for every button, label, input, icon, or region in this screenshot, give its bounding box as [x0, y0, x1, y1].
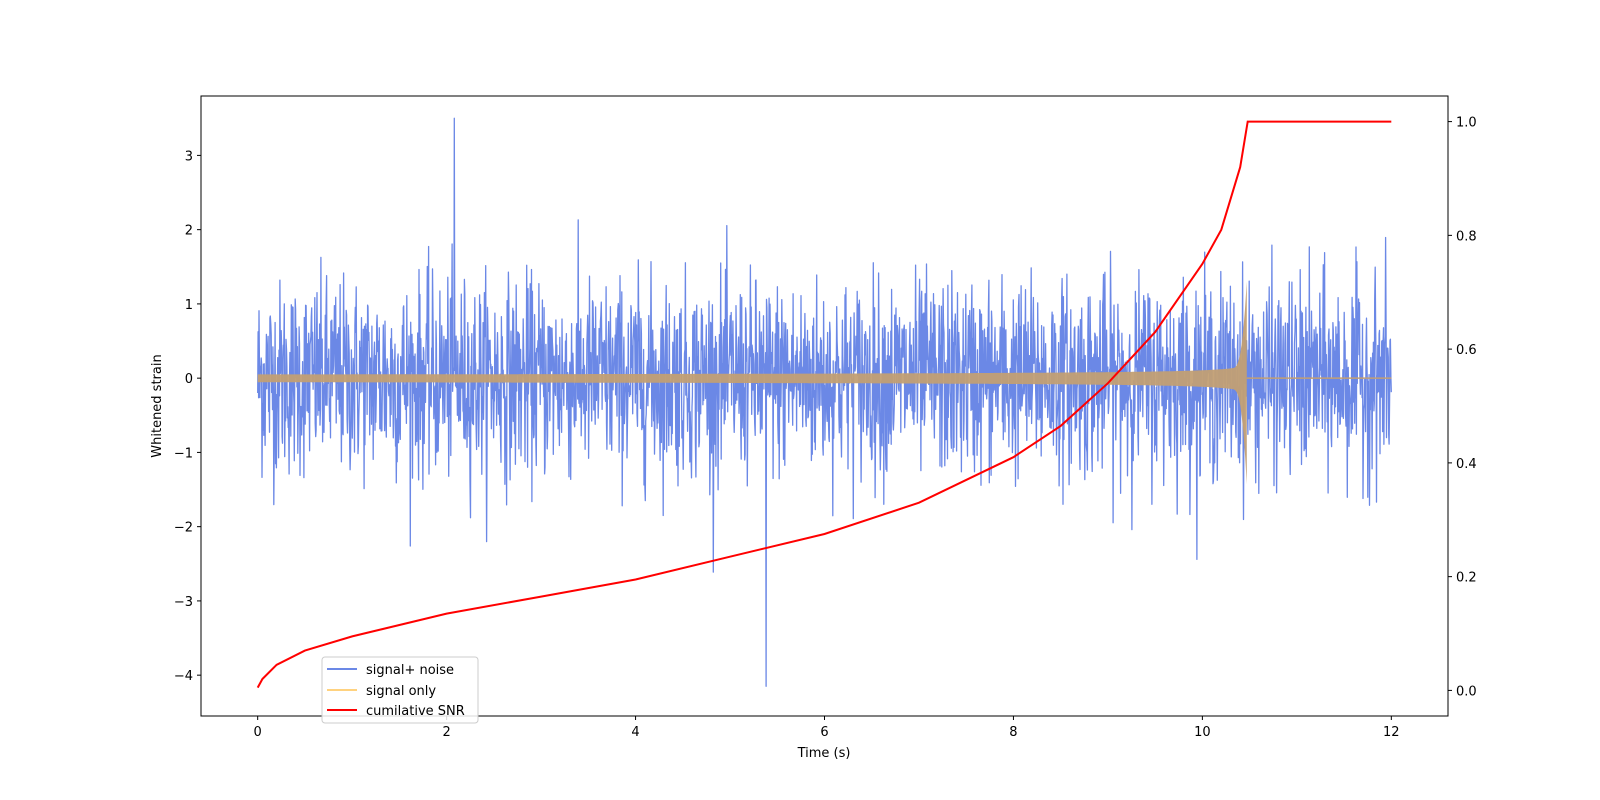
y2-tick-label: 0.8: [1456, 229, 1477, 244]
cumulative-snr-line: [256, 120, 1392, 689]
y-tick-label: −1: [174, 446, 193, 461]
y2-tick-label: 0.2: [1456, 571, 1477, 586]
y-axis-left: −4 −3 −2 −1 0 1 2 3: [174, 149, 201, 684]
y2-tick-label: 0.0: [1456, 684, 1477, 699]
signal-plus-noise-line: [257, 117, 1392, 687]
y2-tick-label: 0.4: [1456, 457, 1477, 472]
x-tick-label: 4: [631, 725, 639, 740]
legend: signal+ noise signal only cumilative SNR: [321, 656, 479, 724]
x-tick-label: 0: [254, 725, 262, 740]
x-axis: 0 2 4 6 8 10 12: [254, 716, 1400, 740]
plot-area: [256, 117, 1392, 689]
y-tick-label: 1: [185, 298, 193, 313]
y-tick-label: 0: [185, 372, 193, 387]
legend-label-cumulative-snr: cumilative SNR: [366, 704, 465, 719]
signal-only-line: [257, 281, 1247, 485]
x-tick-label: 8: [1009, 725, 1017, 740]
x-tick-label: 6: [820, 725, 828, 740]
x-axis-label: Time (s): [797, 746, 851, 761]
y-axis-right: 0.0 0.2 0.4 0.6 0.8 1.0: [1448, 116, 1477, 699]
x-tick-label: 12: [1383, 725, 1400, 740]
legend-box: [321, 656, 479, 724]
legend-label-signal-only: signal only: [366, 684, 436, 699]
y-axis-label: Whitened strain: [150, 354, 165, 457]
x-tick-label: 10: [1194, 725, 1211, 740]
y2-tick-label: 0.6: [1456, 343, 1477, 358]
x-tick-label: 2: [442, 725, 450, 740]
y-tick-label: −2: [174, 521, 193, 536]
y-tick-label: 3: [185, 149, 193, 164]
y2-tick-label: 1.0: [1456, 116, 1477, 131]
legend-label-signal-plus-noise: signal+ noise: [366, 663, 454, 678]
y-tick-label: 2: [185, 224, 193, 239]
y-tick-label: −3: [174, 595, 193, 610]
y-tick-label: −4: [174, 669, 193, 684]
